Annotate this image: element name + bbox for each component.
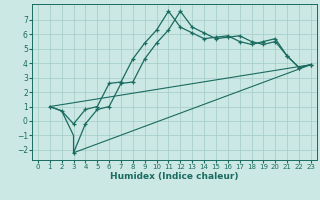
X-axis label: Humidex (Indice chaleur): Humidex (Indice chaleur): [110, 172, 239, 181]
